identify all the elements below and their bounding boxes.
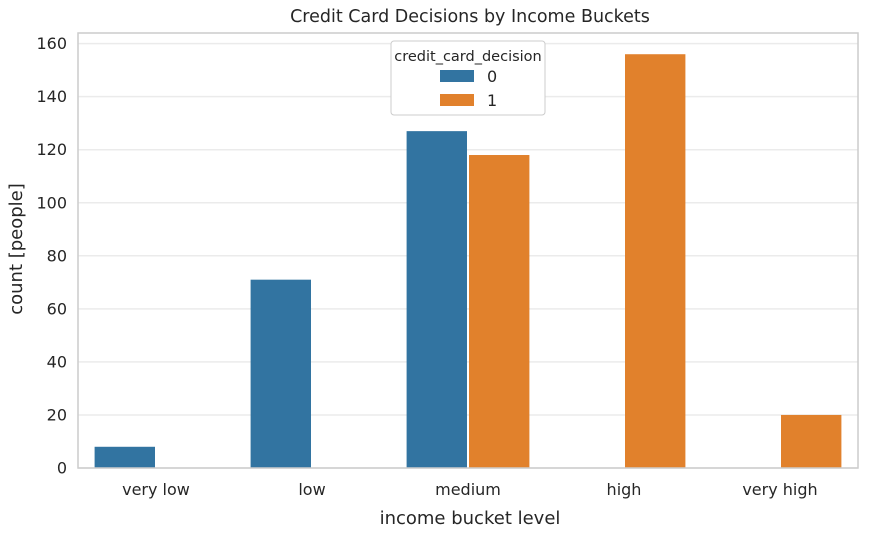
bar-medium-series-0 xyxy=(406,131,467,468)
y-tick-label: 160 xyxy=(36,34,67,53)
x-tick-label: high xyxy=(607,480,642,499)
plot-frame xyxy=(77,32,859,469)
legend-label-0: 0 xyxy=(487,67,497,86)
y-axis-ticks: 0 20 40 60 80 100 120 140 160 xyxy=(36,34,67,477)
x-tick-label: very low xyxy=(122,480,190,499)
y-tick-label: 60 xyxy=(47,299,67,318)
y-tick-label: 80 xyxy=(47,246,67,265)
y-tick-label: 40 xyxy=(47,352,67,371)
bar-medium-series-1 xyxy=(469,155,530,468)
y-tick-label: 20 xyxy=(47,405,67,424)
x-tick-label: low xyxy=(298,480,325,499)
bar-very-low-series-0 xyxy=(94,446,155,468)
x-tick-label: medium xyxy=(435,480,501,499)
y-tick-label: 100 xyxy=(36,193,67,212)
y-tick-label: 140 xyxy=(36,87,67,106)
x-axis-label: income bucket level xyxy=(380,508,561,529)
legend-label-1: 1 xyxy=(487,91,497,110)
y-axis-label: count [people] xyxy=(6,183,27,315)
legend-swatch-1 xyxy=(440,94,474,106)
y-tick-label: 0 xyxy=(57,459,67,478)
legend: credit_card_decision 0 1 xyxy=(390,40,546,116)
x-tick-label: very high xyxy=(742,480,817,499)
bars xyxy=(94,54,842,468)
bar-high-series-1 xyxy=(625,54,686,468)
bar-very-high-series-1 xyxy=(781,414,842,468)
y-tick-label: 120 xyxy=(36,140,67,159)
chart-title: Credit Card Decisions by Income Buckets xyxy=(290,7,650,27)
bar-low-series-0 xyxy=(250,279,311,468)
legend-swatch-0 xyxy=(440,70,474,82)
x-axis-ticks: very low low medium high very high xyxy=(122,480,818,499)
legend-title: credit_card_decision xyxy=(394,49,542,65)
